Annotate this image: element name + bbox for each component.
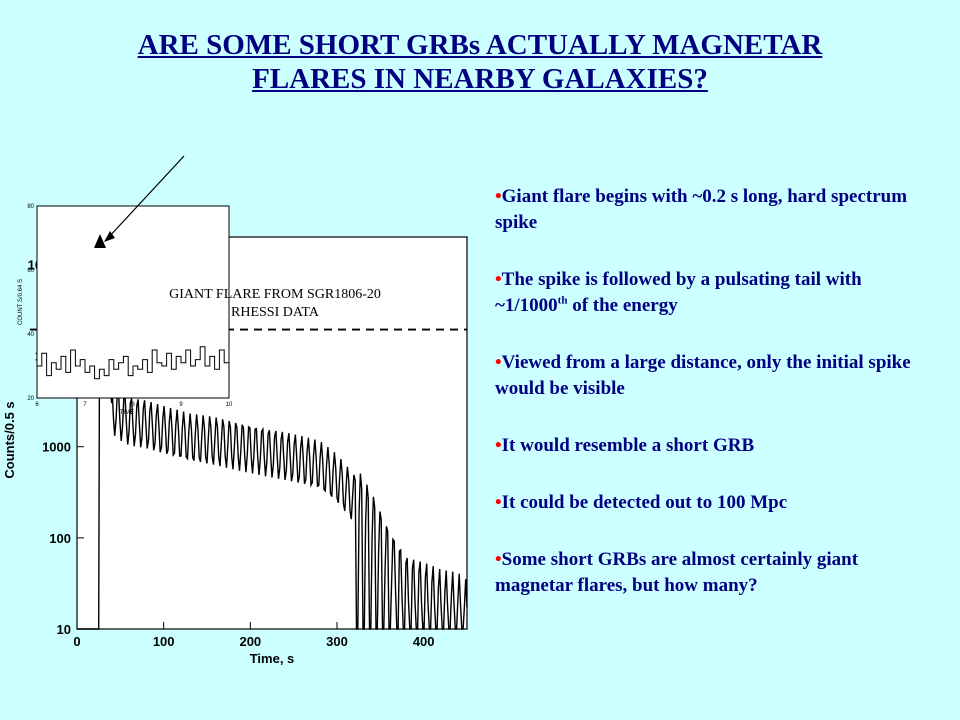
bullet-text: The spike is followed by a pulsating tai… [495,269,862,316]
inset-x-axis-label: TIME [120,410,134,416]
inset-x-tick-label: 10 [226,402,233,408]
inset-y-tick-label: 40 [27,332,34,338]
bullet-text: It could be detected out to 100 Mpc [501,492,788,513]
inset-y-tick-label: 60 [27,268,34,274]
superscript: th [557,294,568,307]
inset-y-axis-label: COUNT S/0.64 S [18,279,24,325]
bullet-item: •Some short GRBs are almost certainly gi… [495,547,935,599]
main-x-tick-labels: 0 100 200 300 400 [73,634,434,649]
bullet-text: Viewed from a large distance, only the i… [495,352,911,399]
inset-y-tick-label: 20 [27,396,34,402]
bullet-dot-icon: • [495,435,502,456]
bullet-dot-icon: • [495,269,502,290]
bullet-text: Some short GRBs are almost certainly gia… [495,549,859,596]
bullet-list: •Giant flare begins with ~0.2 s long, ha… [495,184,935,630]
bullet-text: It would resemble a short GRB [501,435,755,456]
main-y-tick-label: 1000 [42,440,71,455]
bullet-item: •It would resemble a short GRB [495,433,935,459]
inset-series-line [37,346,230,380]
bullet-item: •It could be detected out to 100 Mpc [495,490,935,516]
main-y-axis-label: Counts/0.5 s [2,401,17,478]
bullet-dot-icon: • [495,549,502,570]
inset-x-tick-labels: 6 7 8 9 10 [35,402,233,408]
main-x-axis-label: Time, s [250,651,295,666]
title-line-2: FLARES IN NEARBY GALAXIES? [252,63,708,95]
inset-x-tick-label: 8 [131,402,135,408]
bullet-text-tail: of the energy [567,295,678,316]
bullet-dot-icon: • [495,186,502,207]
main-y-tick-label: 10 [57,622,71,637]
bullet-item: •The spike is followed by a pulsating ta… [495,267,935,319]
bullet-item: •Giant flare begins with ~0.2 s long, ha… [495,184,935,236]
bullet-text: Giant flare begins with ~0.2 s long, har… [495,186,908,233]
main-x-tick-label: 200 [239,634,261,649]
title-line-1: ARE SOME SHORT GRBs ACTUALLY MAGNETAR [137,29,823,61]
main-flare-series-line [77,236,468,630]
inset-y-tick-labels: 20 40 60 80 [27,204,34,402]
chart-annotation-line-2: RHESSI DATA [231,305,320,320]
bullet-dot-icon: • [495,352,502,373]
inset-x-tick-label: 6 [35,402,39,408]
spike-arrow-head-icon [104,231,115,242]
inset-x-tick-label: 9 [179,402,183,408]
inset-y-tick-label: 80 [27,204,34,210]
main-y-tick-label: 100 [49,531,71,546]
chart-annotation-line-1: GIANT FLARE FROM SGR1806-20 [169,287,381,302]
main-x-tick-label: 400 [413,634,435,649]
bullet-dot-icon: • [495,492,502,513]
main-x-tick-label: 0 [73,634,80,649]
spike-marker-triangle-icon [94,234,106,248]
inset-x-tick-label: 7 [83,402,87,408]
spike-arrow-line [107,155,185,239]
main-x-tick-label: 100 [153,634,175,649]
main-x-tick-label: 300 [326,634,348,649]
bullet-item: •Viewed from a large distance, only the … [495,350,935,402]
slide-title: ARE SOME SHORT GRBs ACTUALLY MAGNETAR FL… [0,28,960,96]
